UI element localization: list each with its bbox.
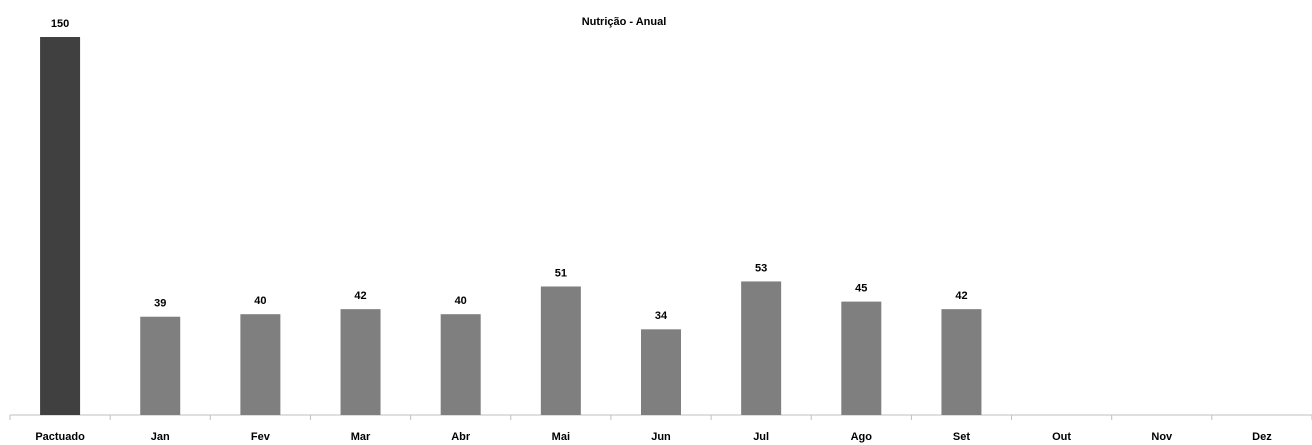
bar bbox=[240, 314, 281, 415]
data-label: 42 bbox=[354, 290, 366, 302]
data-label: 34 bbox=[655, 310, 668, 322]
bar bbox=[540, 286, 581, 415]
data-label: 53 bbox=[755, 262, 767, 274]
x-tick-label: Jun bbox=[651, 431, 671, 443]
x-tick-label: Out bbox=[1052, 431, 1071, 443]
x-tick-label: Jan bbox=[151, 431, 170, 443]
bar bbox=[40, 37, 81, 415]
x-tick-label: Ago bbox=[851, 431, 873, 443]
bar bbox=[941, 309, 982, 415]
x-tick-label: Jul bbox=[753, 431, 769, 443]
bar bbox=[440, 314, 481, 415]
x-tick-label: Abr bbox=[451, 431, 471, 443]
bar bbox=[841, 301, 882, 415]
chart-title: Nutrição - Anual bbox=[582, 16, 667, 28]
x-tick-label: Pactuado bbox=[35, 431, 85, 443]
x-tick-label: Mar bbox=[351, 431, 371, 443]
data-label: 40 bbox=[455, 295, 467, 307]
data-label: 40 bbox=[254, 295, 266, 307]
data-label: 45 bbox=[855, 283, 867, 295]
x-tick-label: Nov bbox=[1151, 431, 1173, 443]
bar bbox=[741, 281, 782, 415]
bar bbox=[140, 316, 181, 415]
data-label: 42 bbox=[955, 290, 967, 302]
x-tick-label: Mai bbox=[552, 431, 570, 443]
x-tick-label: Set bbox=[953, 431, 970, 443]
data-label: 150 bbox=[51, 18, 69, 30]
data-label: 51 bbox=[555, 267, 567, 279]
bar bbox=[340, 309, 381, 415]
x-tick-label: Fev bbox=[251, 431, 271, 443]
data-label: 39 bbox=[154, 298, 166, 310]
bar bbox=[641, 329, 681, 415]
x-tick-label: Dez bbox=[1252, 431, 1272, 443]
